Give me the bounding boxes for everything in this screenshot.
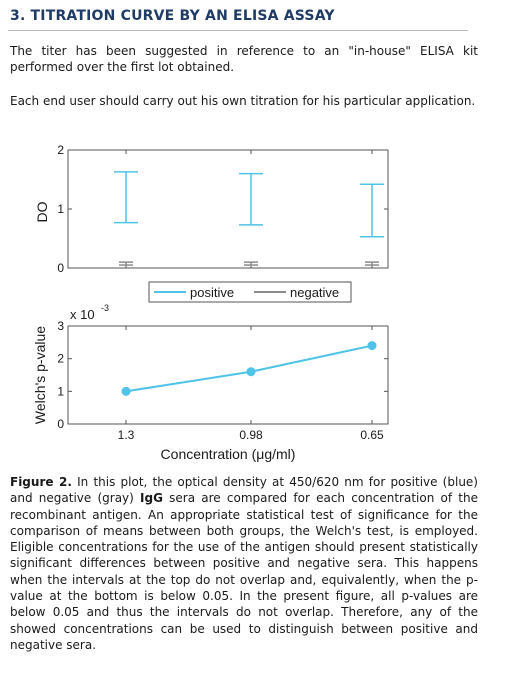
pvalue-y-tick-label: 0: [57, 417, 64, 431]
legend-negative-label: negative: [290, 285, 339, 300]
pvalue-marks: [121, 341, 377, 396]
od-plot-frame: [67, 149, 389, 269]
figure-caption: Figure 2. In this plot, the optical dens…: [10, 474, 478, 653]
od-y-tick-label: 0: [57, 261, 64, 275]
od-y-tick-label: 2: [57, 143, 64, 157]
pvalue-x-tick-label: 0.98: [239, 428, 263, 442]
od-panel: 0 1 2 DO: [34, 143, 389, 275]
pvalue-y-tick-label: 3: [57, 319, 64, 333]
intro-paragraph: The titer has been suggested in referenc…: [10, 44, 478, 74]
caption-igg: IgG: [140, 491, 163, 506]
pvalue-y-exponent-base: x 10: [70, 307, 95, 322]
od-marks: [114, 171, 384, 266]
pvalue-y-tick-label: 2: [57, 352, 64, 366]
figure-2-chart: 0 1 2 DO positive negative 0 1 2 3 1.3 0.98 0.65…: [32, 143, 389, 462]
legend: positive negative: [148, 281, 352, 303]
pvalue-x-label: Concentration (μg/ml): [161, 446, 296, 462]
caption-text-1: In this plot, the optical density at 450…: [10, 475, 478, 506]
pvalue-y-label: Welch's p-value: [32, 326, 48, 424]
pvalue-point: [367, 341, 377, 351]
title-divider: [8, 30, 468, 31]
pvalue-y-exponent-power: -3: [101, 303, 109, 313]
legend-box: [148, 281, 352, 303]
caption-text-2: sera are compared for each concentration…: [10, 491, 478, 652]
pvalue-point: [246, 367, 256, 377]
pvalue-x-tick-label: 1.3: [118, 428, 135, 442]
pvalue-axis-ticks: 0 1 2 3 1.3 0.98 0.65: [57, 319, 388, 442]
od-axis-ticks: 0 1 2: [57, 143, 388, 275]
od-y-label: DO: [34, 201, 50, 222]
titration-paragraph: Each end user should carry out his own t…: [10, 94, 476, 108]
pvalue-y-tick-label: 1: [57, 384, 64, 398]
pvalue-x-tick-label: 0.65: [360, 428, 384, 442]
figure-label: Figure 2.: [10, 475, 72, 489]
section-title: 3. TITRATION CURVE BY AN ELISA ASSAY: [10, 8, 335, 24]
legend-positive-label: positive: [190, 285, 234, 300]
pvalue-point: [121, 386, 131, 396]
od-y-tick-label: 1: [57, 202, 64, 216]
